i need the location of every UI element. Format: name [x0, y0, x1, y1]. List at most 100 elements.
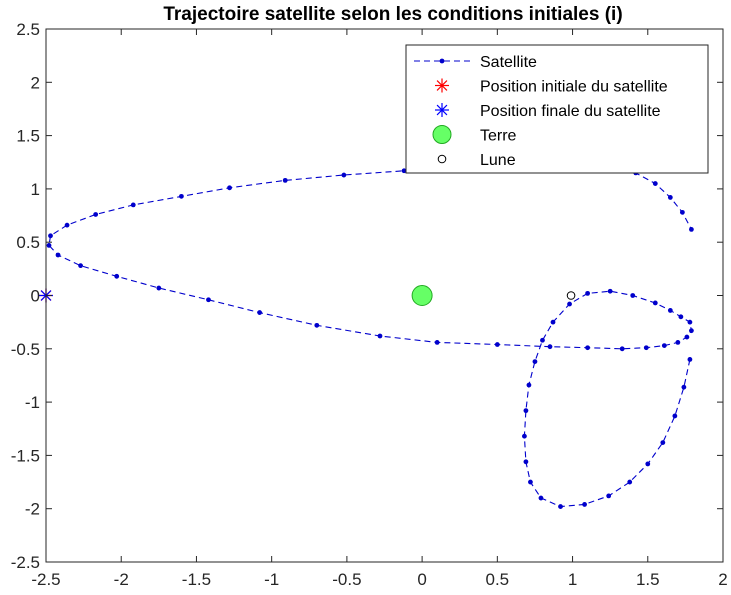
- x-tick-label: -0.5: [332, 570, 361, 589]
- data-point: [93, 212, 99, 217]
- legend-swatch-earth: [432, 125, 452, 144]
- y-tick-label: -0.5: [11, 340, 40, 359]
- data-point: [538, 495, 544, 501]
- x-tick-label: 1: [568, 570, 577, 589]
- data-point: [687, 357, 693, 362]
- x-tick-label: 1.5: [636, 570, 660, 589]
- data-point: [64, 222, 70, 228]
- data-point: [156, 285, 162, 291]
- data-point: [667, 195, 673, 200]
- legend-label: Position initiale du satellite: [480, 79, 668, 96]
- legend-label: Satellite: [480, 54, 537, 71]
- data-point: [523, 408, 529, 414]
- data-point: [679, 209, 685, 215]
- data-point: [585, 290, 590, 296]
- data-point: [78, 263, 84, 269]
- earth-marker: [411, 285, 433, 306]
- data-point: [434, 340, 440, 345]
- data-point: [585, 345, 590, 351]
- data-point: [687, 319, 693, 325]
- x-tick-label: -1: [264, 570, 279, 589]
- asterisk-stroke: [436, 80, 448, 91]
- series-line-satellite: [48, 161, 692, 508]
- data-point: [528, 479, 533, 485]
- data-point: [55, 252, 61, 258]
- data-point: [401, 168, 407, 174]
- x-tick-label: 0.5: [486, 570, 510, 589]
- data-point: [672, 413, 678, 419]
- y-tick-label: -2.5: [11, 553, 40, 572]
- data-point: [645, 461, 651, 467]
- y-tick-label: 0: [31, 287, 40, 306]
- chart-title: Trajectoire satellite selon les conditio…: [163, 4, 622, 25]
- data-point: [681, 384, 687, 390]
- data-point: [377, 333, 383, 339]
- legend-swatch-moon: [437, 154, 447, 164]
- data-point: [523, 459, 529, 465]
- x-tick-label: -2.5: [31, 570, 60, 589]
- data-point: [522, 433, 527, 439]
- series-layer: [46, 159, 694, 509]
- x-tick-label: 2: [718, 570, 727, 589]
- data-point: [627, 479, 633, 485]
- legend-swatch-final: [435, 103, 449, 117]
- data-point: [652, 300, 658, 306]
- data-point: [532, 359, 538, 364]
- data-point: [689, 328, 694, 334]
- data-point: [341, 172, 347, 178]
- moon-marker: [566, 291, 576, 300]
- data-point: [46, 242, 52, 248]
- data-point: [526, 382, 532, 388]
- y-tick-label: 1.5: [16, 127, 40, 146]
- data-point: [582, 502, 587, 507]
- data-point: [606, 493, 612, 499]
- y-tick-label: 2.5: [16, 20, 40, 39]
- data-point: [114, 273, 120, 279]
- legend-label: Position finale du satellite: [480, 103, 661, 120]
- data-point: [619, 346, 625, 352]
- legend-swatch-dot: [439, 58, 445, 64]
- y-tick-label: -1: [25, 393, 40, 412]
- legend-label: Terre: [480, 128, 517, 145]
- x-tick-label: -2: [114, 570, 129, 589]
- data-point: [547, 344, 553, 350]
- data-point: [660, 440, 666, 446]
- legend-box: [405, 44, 709, 174]
- data-point: [494, 342, 500, 347]
- data-point: [282, 177, 288, 183]
- legend: Satellite Position initiale du satellite P…: [405, 44, 709, 174]
- x-tick-label: -1.5: [182, 570, 211, 589]
- data-point: [206, 297, 211, 303]
- asterisk-stroke: [436, 104, 448, 116]
- y-tick-label: -1.5: [11, 446, 40, 465]
- data-point: [652, 181, 658, 186]
- x-axis: -2.5 -2 -1.5 -1 -0.5 0 0.5 1 1.5 2: [31, 29, 728, 589]
- y-tick-label: 1: [31, 180, 40, 199]
- y-tick-label: -2: [25, 500, 40, 519]
- data-point: [540, 337, 545, 343]
- data-point: [630, 293, 636, 298]
- data-point: [675, 340, 681, 345]
- data-point: [643, 345, 649, 351]
- data-point: [314, 322, 320, 328]
- data-point: [550, 319, 556, 325]
- y-tick-label: 0.5: [16, 233, 40, 252]
- x-tick-label: 0: [417, 570, 426, 589]
- data-point: [558, 504, 563, 509]
- data-point: [227, 185, 232, 191]
- data-point: [257, 310, 263, 315]
- data-point: [179, 193, 184, 199]
- y-tick-label: 2: [31, 73, 40, 92]
- y-axis: -2.5 -2 -1.5 -1 -0.5 0 0.5 1 1.5 2 2.5: [11, 20, 723, 572]
- data-point: [689, 227, 694, 232]
- data-point: [667, 308, 673, 313]
- data-point: [130, 202, 136, 208]
- legend-swatch-initial: [435, 78, 449, 93]
- data-point: [661, 343, 667, 349]
- legend-label: Lune: [480, 152, 516, 169]
- data-point: [567, 301, 572, 307]
- data-point: [48, 233, 53, 239]
- data-point: [607, 288, 613, 294]
